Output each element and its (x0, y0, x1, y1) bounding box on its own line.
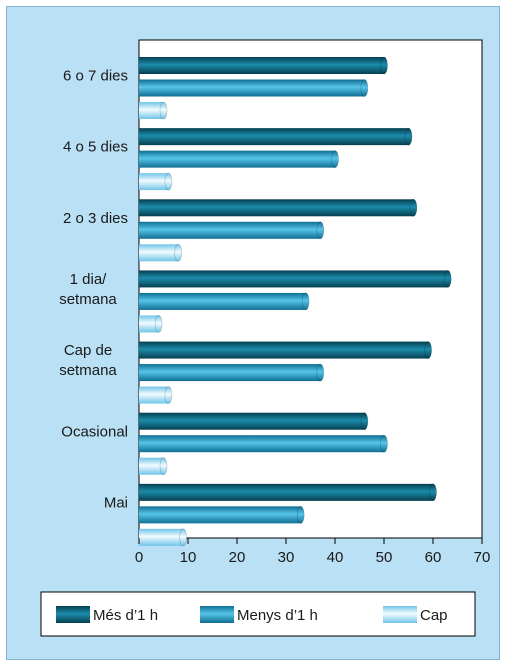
bar-1-7 (139, 483, 433, 501)
x-tick-label: 20 (229, 549, 246, 566)
category-label: Mai (104, 494, 128, 511)
legend-swatch-3 (383, 606, 417, 623)
bar-1-2 (139, 128, 409, 146)
bar-cap-2-2 (331, 150, 339, 168)
bar-cap-1-4 (443, 270, 452, 288)
bar-cap-1-7 (429, 483, 437, 502)
bar-cap-1-6 (360, 412, 369, 431)
bar-2-7 (139, 506, 301, 524)
bar-cap-2-6 (380, 434, 388, 453)
category-label: 6 o 7 dies (63, 68, 128, 85)
bar-cap-2-7 (296, 506, 305, 524)
bar-cap-2-5 (316, 363, 325, 382)
category-label: 1 dia/setmana (59, 271, 117, 308)
bar-2-3 (139, 221, 321, 239)
x-tick-label: 40 (327, 549, 344, 566)
x-tick-label: 30 (278, 549, 295, 566)
category-label: Cap de setmana (59, 342, 117, 379)
bar-cap-3-7 (179, 528, 187, 547)
bar-cap-2-1 (360, 79, 369, 97)
bar-cap-1-5 (424, 341, 432, 359)
category-label: 2 o 3 dies (63, 210, 128, 227)
legend-label-1: Més d’1 h (93, 607, 158, 624)
legend-swatch-2 (200, 606, 234, 623)
bar-cap-1-1 (380, 56, 388, 75)
x-tick-label: 10 (180, 549, 197, 566)
bar-1-5 (139, 341, 429, 359)
bar-3-3 (139, 244, 179, 262)
bar-cap-2-4 (301, 292, 310, 311)
bar-cap-3-3 (174, 243, 182, 262)
x-tick-label: 0 (135, 549, 143, 566)
x-tick-label: 70 (474, 549, 491, 566)
bar-2-5 (139, 364, 321, 382)
bar-cap-3-4 (154, 315, 163, 333)
bar-cap-3-2 (164, 172, 173, 191)
bar-cap-1-2 (404, 127, 413, 146)
bar-3-2 (139, 173, 169, 191)
legend-label-2: Menys d’1 h (237, 607, 318, 624)
bar-2-2 (139, 150, 335, 168)
bar-3-6 (139, 457, 164, 475)
bar-3-4 (139, 315, 159, 333)
category-label: 4 o 5 dies (63, 139, 128, 156)
bar-cap-3-6 (159, 457, 168, 476)
bar-3-5 (139, 386, 169, 404)
category-label: Ocasional (61, 423, 128, 440)
bar-1-1 (139, 57, 384, 74)
bar-1-3 (139, 199, 414, 217)
bar-cap-3-5 (164, 386, 173, 404)
bar-cap-2-3 (316, 221, 325, 240)
bar-3-1 (139, 102, 164, 119)
bar-cap-3-1 (159, 101, 168, 120)
bar-3-7 (139, 528, 184, 546)
bar-2-6 (139, 435, 384, 453)
bar-1-6 (139, 412, 365, 430)
bar-cap-1-3 (409, 198, 418, 217)
legend-swatch-1 (56, 606, 90, 623)
legend-label-3: Cap (420, 607, 448, 624)
bar-2-4 (139, 292, 306, 310)
bar-1-4 (139, 270, 448, 288)
x-tick-label: 50 (376, 549, 393, 566)
bar-2-1 (139, 79, 365, 97)
x-tick-label: 60 (425, 549, 442, 566)
plot-area (138, 39, 483, 539)
